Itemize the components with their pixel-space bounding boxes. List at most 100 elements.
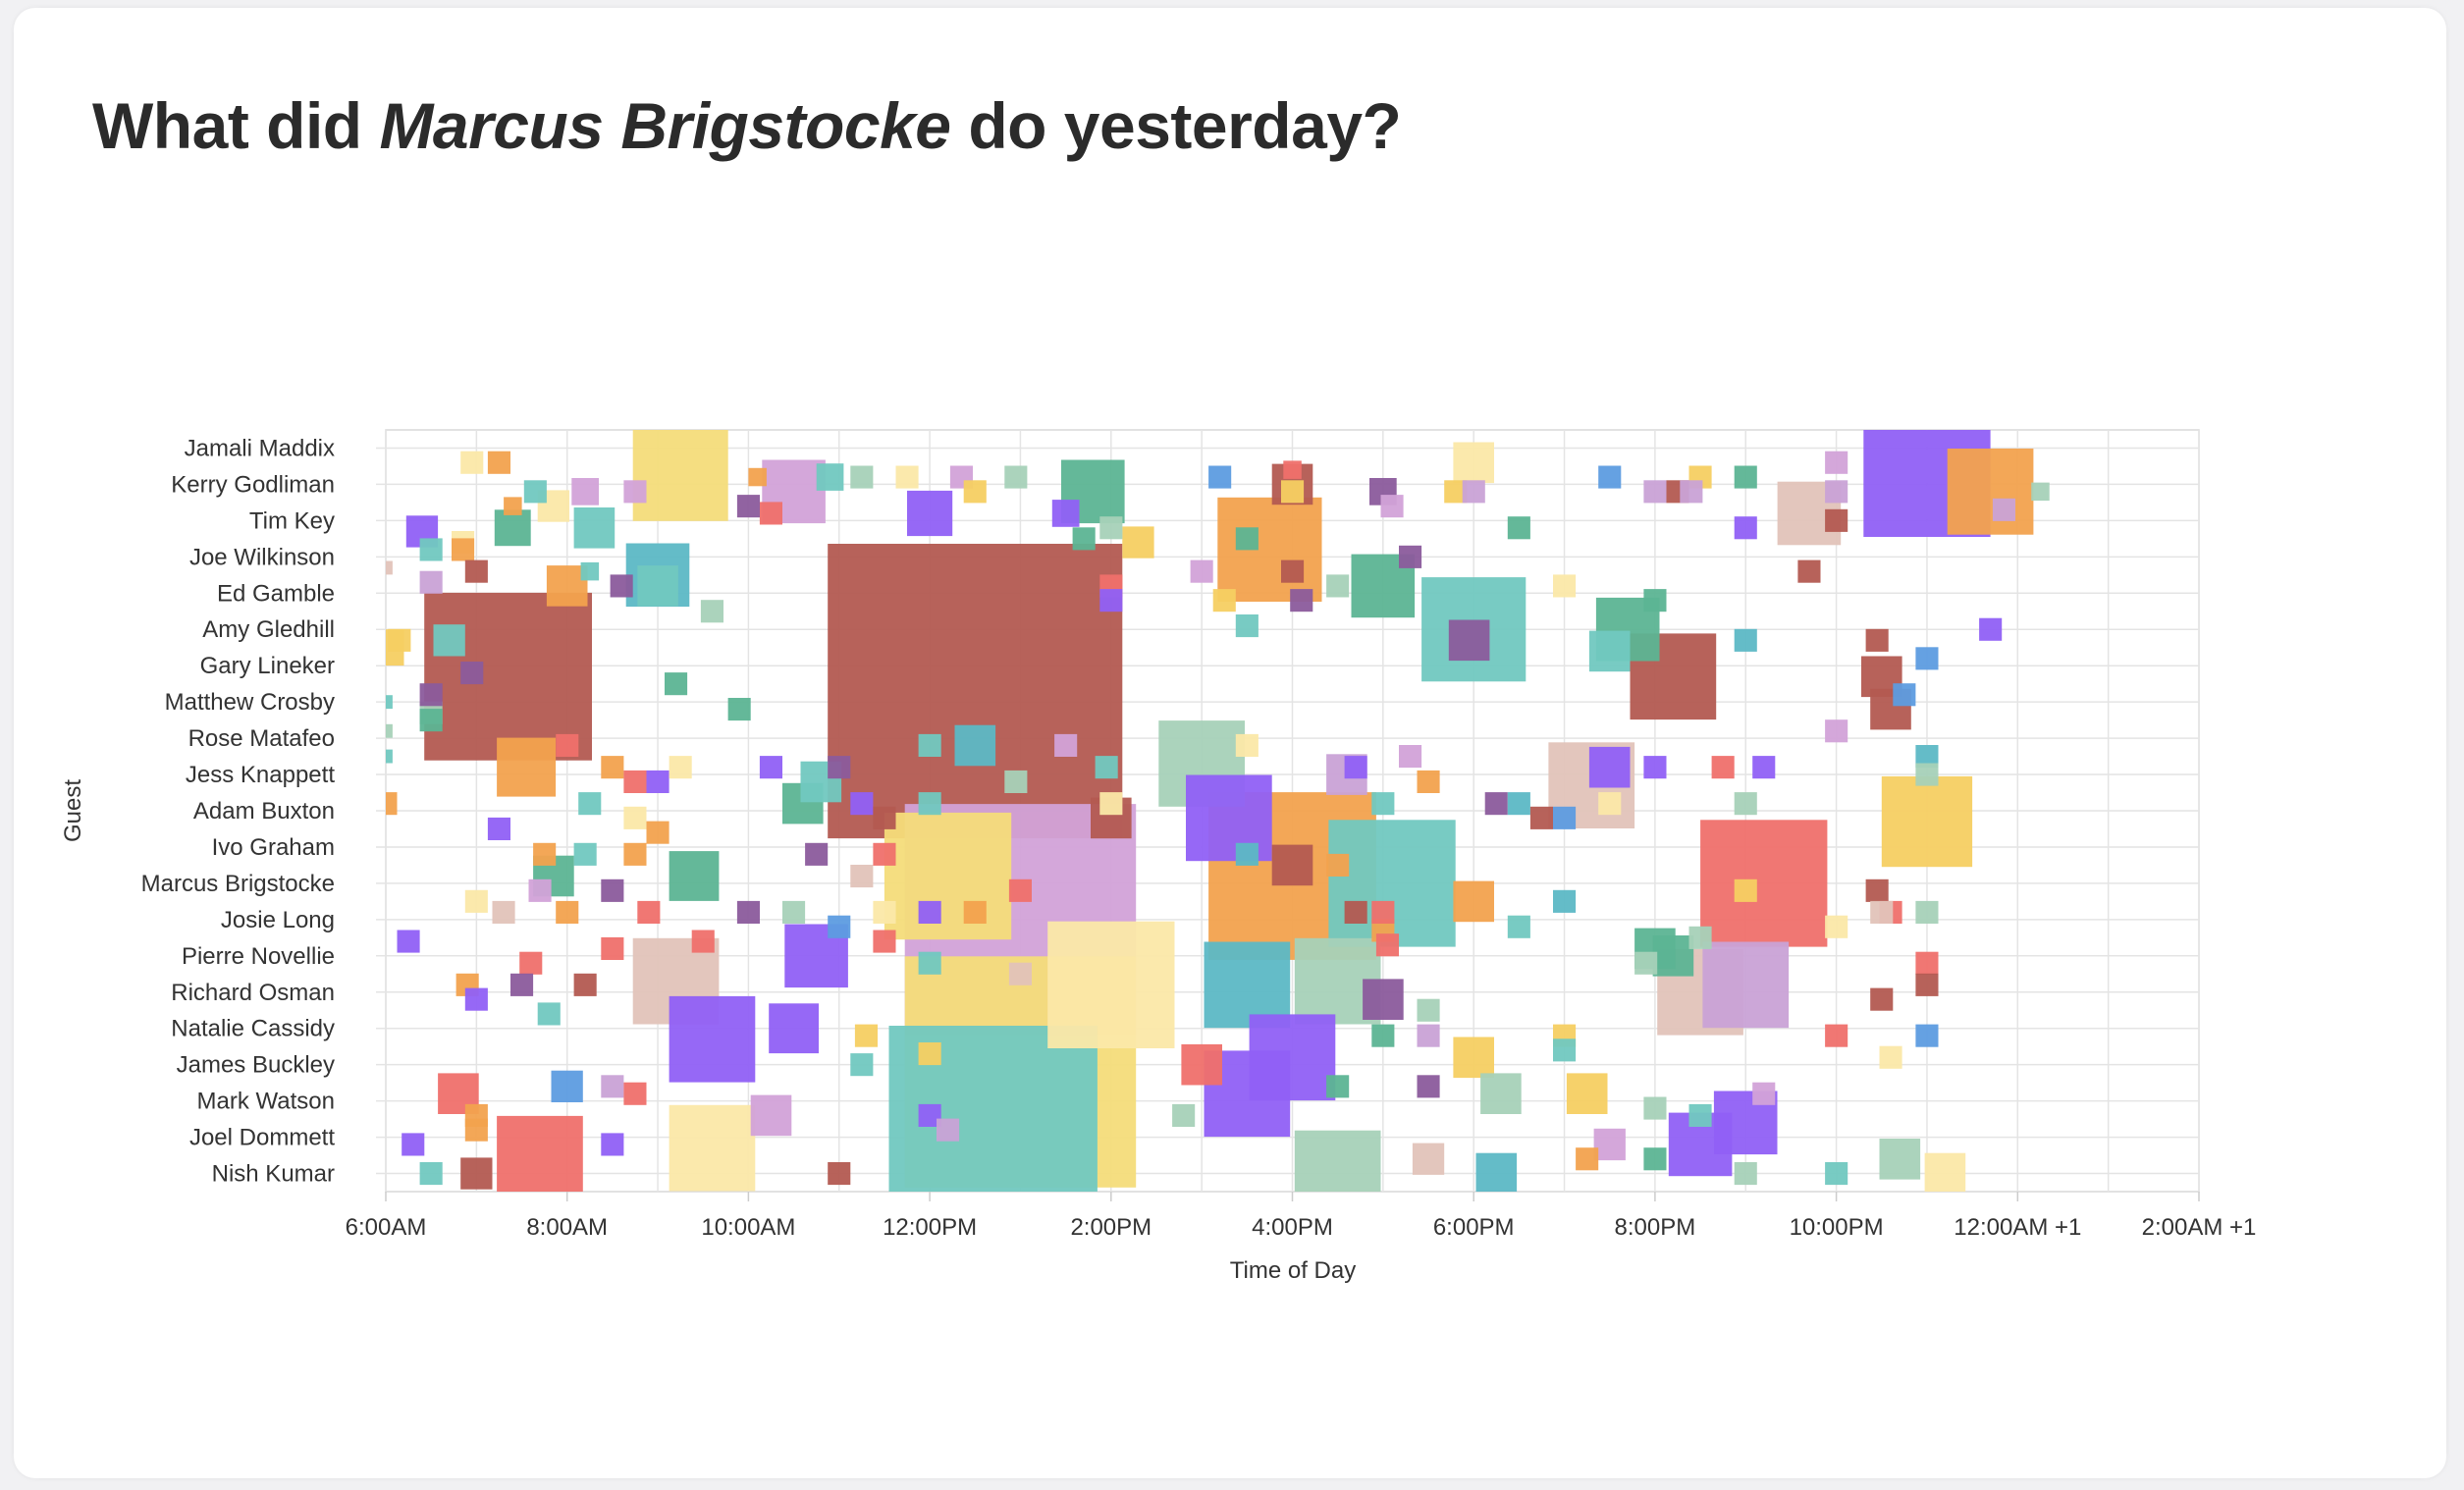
activity-square[interactable] bbox=[918, 951, 941, 975]
activity-square[interactable] bbox=[1417, 770, 1440, 793]
activity-square[interactable] bbox=[1099, 792, 1123, 816]
activity-square[interactable] bbox=[782, 900, 806, 924]
activity-square[interactable] bbox=[1462, 480, 1485, 504]
activity-square[interactable] bbox=[1553, 574, 1577, 598]
activity-square[interactable] bbox=[1444, 480, 1468, 504]
activity-square[interactable] bbox=[1593, 1128, 1626, 1161]
activity-square[interactable] bbox=[460, 451, 484, 474]
activity-square[interactable] bbox=[494, 509, 531, 547]
activity-square[interactable] bbox=[1588, 746, 1631, 788]
activity-square[interactable] bbox=[1734, 792, 1757, 816]
activity-square[interactable] bbox=[1870, 987, 1894, 1011]
activity-square[interactable] bbox=[497, 1115, 583, 1192]
activity-square[interactable] bbox=[736, 900, 760, 924]
activity-square[interactable] bbox=[1217, 497, 1322, 602]
activity-square[interactable] bbox=[1326, 853, 1350, 877]
activity-square[interactable] bbox=[1915, 973, 1939, 996]
activity-square[interactable] bbox=[546, 565, 588, 607]
activity-square[interactable] bbox=[452, 538, 475, 561]
activity-square[interactable] bbox=[1688, 926, 1712, 949]
activity-square[interactable] bbox=[519, 951, 543, 975]
activity-square[interactable] bbox=[748, 467, 767, 487]
activity-square[interactable] bbox=[386, 695, 393, 710]
activity-square[interactable] bbox=[1680, 480, 1703, 504]
activity-square[interactable] bbox=[1412, 1143, 1445, 1175]
activity-square[interactable] bbox=[623, 480, 647, 504]
activity-square[interactable] bbox=[907, 490, 953, 537]
activity-square[interactable] bbox=[1235, 527, 1259, 551]
activity-square[interactable] bbox=[1281, 559, 1305, 583]
activity-square[interactable] bbox=[1643, 1096, 1667, 1120]
activity-square[interactable] bbox=[646, 770, 670, 793]
activity-square[interactable] bbox=[1688, 1103, 1712, 1127]
activity-square[interactable] bbox=[1553, 889, 1577, 913]
activity-square[interactable] bbox=[510, 973, 534, 996]
activity-square[interactable] bbox=[1480, 1073, 1522, 1114]
activity-square[interactable] bbox=[850, 865, 874, 888]
activity-square[interactable] bbox=[1294, 1130, 1381, 1192]
activity-square[interactable] bbox=[1734, 628, 1757, 652]
activity-square[interactable] bbox=[1734, 1162, 1757, 1186]
activity-square[interactable] bbox=[1702, 941, 1790, 1029]
activity-square[interactable] bbox=[460, 662, 484, 685]
activity-square[interactable] bbox=[601, 936, 624, 960]
activity-square[interactable] bbox=[759, 502, 782, 525]
activity-square[interactable] bbox=[1893, 683, 1916, 707]
activity-square[interactable] bbox=[1643, 756, 1667, 779]
activity-square[interactable] bbox=[1453, 442, 1494, 484]
activity-square[interactable] bbox=[504, 497, 522, 515]
activity-square[interactable] bbox=[1825, 1162, 1848, 1186]
activity-square[interactable] bbox=[533, 842, 557, 866]
activity-square[interactable] bbox=[1588, 630, 1631, 672]
activity-square[interactable] bbox=[1204, 941, 1291, 1029]
activity-square[interactable] bbox=[419, 1162, 443, 1186]
activity-square[interactable] bbox=[873, 806, 896, 829]
activity-square[interactable] bbox=[1700, 820, 1828, 947]
activity-square[interactable] bbox=[1417, 1024, 1440, 1047]
activity-square[interactable] bbox=[573, 973, 597, 996]
activity-square[interactable] bbox=[632, 430, 728, 521]
activity-square[interactable] bbox=[492, 900, 515, 924]
activity-square[interactable] bbox=[528, 878, 552, 902]
activity-square[interactable] bbox=[669, 995, 756, 1083]
activity-square[interactable] bbox=[1181, 1043, 1222, 1086]
activity-square[interactable] bbox=[1453, 1037, 1494, 1079]
activity-square[interactable] bbox=[1992, 498, 2015, 521]
activity-square[interactable] bbox=[700, 600, 723, 623]
activity-square[interactable] bbox=[1507, 792, 1530, 816]
activity-square[interactable] bbox=[1865, 878, 1889, 902]
activity-square[interactable] bbox=[1734, 878, 1757, 902]
activity-square[interactable] bbox=[850, 792, 874, 816]
activity-square[interactable] bbox=[1099, 516, 1123, 540]
activity-square[interactable] bbox=[623, 842, 647, 866]
activity-square[interactable] bbox=[464, 559, 488, 583]
activity-square[interactable] bbox=[850, 465, 874, 489]
activity-square[interactable] bbox=[386, 749, 393, 764]
activity-square[interactable] bbox=[386, 560, 393, 575]
activity-square[interactable] bbox=[769, 1003, 819, 1054]
activity-square[interactable] bbox=[1825, 915, 1848, 938]
activity-square[interactable] bbox=[1566, 1073, 1608, 1114]
activity-square[interactable] bbox=[537, 1002, 561, 1026]
activity-square[interactable] bbox=[1752, 756, 1776, 779]
activity-square[interactable] bbox=[464, 889, 488, 913]
activity-square[interactable] bbox=[1507, 516, 1530, 540]
activity-square[interactable] bbox=[884, 812, 1012, 940]
activity-square[interactable] bbox=[1711, 756, 1735, 779]
activity-square[interactable] bbox=[601, 1075, 624, 1098]
activity-square[interactable] bbox=[1047, 921, 1175, 1048]
activity-square[interactable] bbox=[828, 1162, 851, 1186]
activity-square[interactable] bbox=[1879, 1139, 1921, 1180]
activity-square[interactable] bbox=[1375, 933, 1399, 957]
activity-square[interactable] bbox=[1475, 1152, 1518, 1192]
activity-square[interactable] bbox=[937, 1118, 960, 1142]
activity-square[interactable] bbox=[1283, 460, 1302, 479]
activity-square[interactable] bbox=[464, 1118, 488, 1142]
activity-square[interactable] bbox=[1380, 495, 1404, 518]
activity-square[interactable] bbox=[1734, 516, 1757, 540]
activity-square[interactable] bbox=[918, 1103, 941, 1127]
activity-square[interactable] bbox=[1271, 844, 1313, 886]
activity-square[interactable] bbox=[963, 480, 987, 504]
activity-square[interactable] bbox=[1553, 1038, 1577, 1062]
activity-square[interactable] bbox=[487, 451, 510, 474]
